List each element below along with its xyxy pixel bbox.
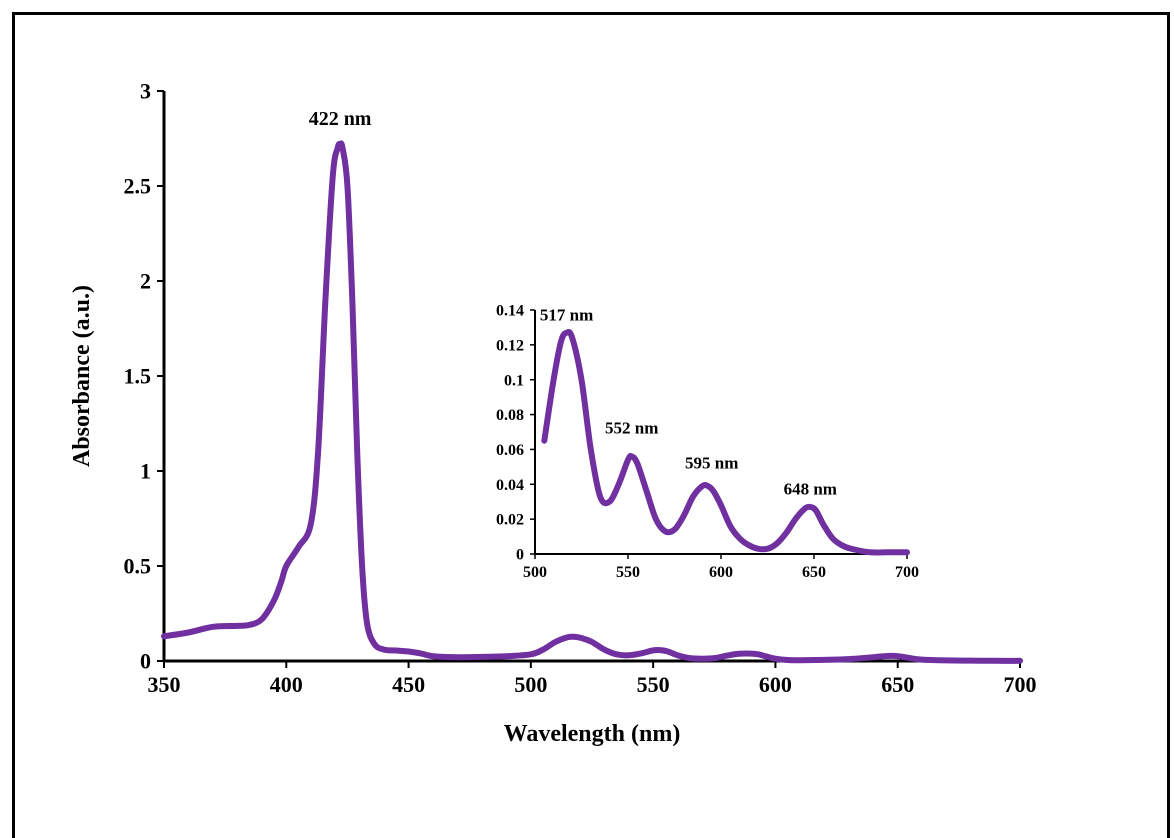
inset-y-tick-label: 0.08 (496, 407, 524, 424)
main-y-tick-label: 0 (140, 649, 151, 674)
inset-x-tick-label: 500 (523, 564, 547, 581)
main-y-tick-label: 2.5 (124, 174, 152, 199)
inset-y-tick-label: 0.04 (496, 477, 524, 494)
main-y-axis-title: Absorbance (a.u.) (69, 285, 95, 467)
main-x-tick-label: 400 (270, 672, 303, 697)
inset-y-tick-label: 0 (516, 547, 524, 564)
main-y-tick-label: 0.5 (124, 554, 152, 579)
main-x-tick-label: 350 (148, 672, 181, 697)
inset-peak-label: 648 nm (784, 480, 837, 499)
main-peak-label: 422 nm (309, 108, 372, 130)
main-absorbance-line (161, 140, 1023, 664)
inset-y-tick-label: 0.02 (496, 512, 524, 529)
inset-y-tick-label: 0.14 (496, 303, 524, 320)
inset-peak-label: 552 nm (605, 419, 658, 438)
main-plot: 0 0.5 1 1.5 2 2.5 3 350 400 450 500 550 600 650 700 422… (69, 79, 1037, 747)
main-y-tick-label: 3 (140, 79, 151, 104)
inset-x-tick-label: 600 (709, 564, 733, 581)
inset-x-tick-label: 700 (895, 564, 919, 581)
inset-y-tick-label: 0.12 (496, 337, 524, 354)
inset-peak-label: 517 nm (540, 305, 593, 324)
main-x-tick-label: 500 (514, 672, 547, 697)
inset-y-tick-label: 0.1 (504, 372, 524, 389)
inset-peak-label: 595 nm (685, 454, 738, 473)
main-x-tick-label: 650 (881, 672, 914, 697)
main-x-tick-label: 700 (1004, 672, 1037, 697)
inset-x-tick-label: 650 (802, 564, 826, 581)
main-x-tick-label: 550 (637, 672, 670, 697)
figure-frame (12, 12, 1170, 838)
main-y-tick-label: 2 (140, 269, 151, 294)
inset-absorbance-line (541, 329, 910, 556)
inset-x-tick-label: 550 (616, 564, 640, 581)
main-y-tick-label: 1 (140, 459, 151, 484)
inset-y-tick-label: 0.06 (496, 442, 524, 459)
main-x-tick-label: 450 (392, 672, 425, 697)
main-x-axis-title: Wavelength (nm) (504, 721, 681, 747)
inset-plot: 0 0.02 0.04 0.06 0.08 0.1 0.12 0.14 500 550 600 650… (496, 303, 919, 581)
main-y-tick-label: 1.5 (124, 364, 152, 389)
main-x-tick-label: 600 (759, 672, 792, 697)
